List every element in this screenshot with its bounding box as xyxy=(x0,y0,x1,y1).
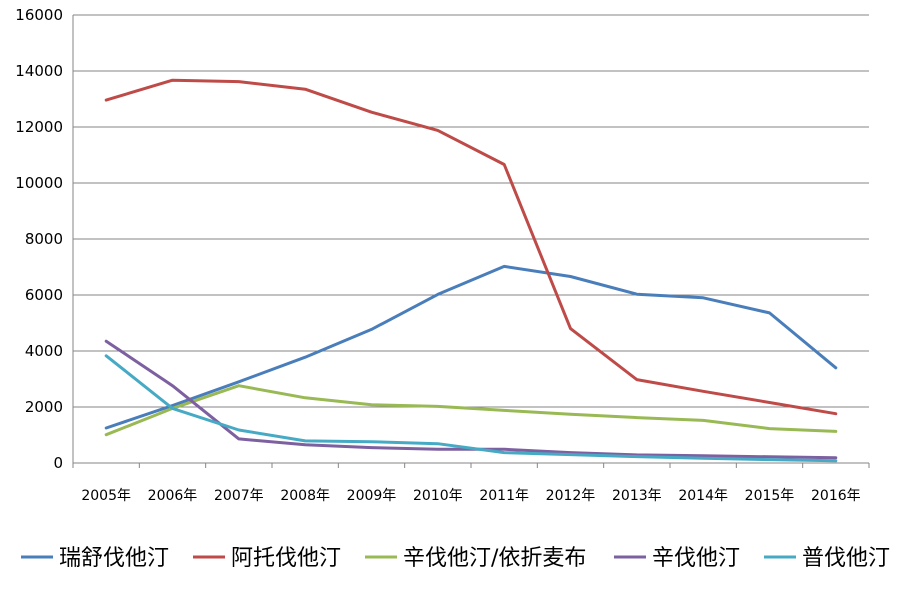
series-line-2 xyxy=(106,80,836,414)
gridlines xyxy=(73,15,869,407)
y-tick-label: 0 xyxy=(53,454,63,472)
y-tick-label: 4000 xyxy=(25,342,63,360)
legend-item: 普伐他汀 xyxy=(764,546,890,571)
legend-label: 普伐他汀 xyxy=(802,546,890,571)
x-tick-label: 2010年 xyxy=(413,488,463,504)
legend-label: 辛伐他汀 xyxy=(652,546,740,571)
legend-item: 瑞舒伐他汀 xyxy=(21,546,169,571)
axes: 0 2000 4000 6000 8000 10000 12000 14000 16000 200… xyxy=(15,6,869,504)
y-tick-label: 12000 xyxy=(15,118,63,136)
legend-label: 阿托伐他汀 xyxy=(231,546,341,571)
x-tick-label: 2011年 xyxy=(479,488,529,504)
y-tick-label: 2000 xyxy=(25,398,63,416)
legend-item: 阿托伐他汀 xyxy=(193,546,341,571)
x-tick-label: 2005年 xyxy=(81,488,131,504)
y-tick-label: 16000 xyxy=(15,6,63,24)
legend-item: 辛伐他汀 xyxy=(614,546,740,571)
x-tick-label: 2015年 xyxy=(745,488,795,504)
series-line-1 xyxy=(106,266,836,428)
series-line-4 xyxy=(106,341,836,458)
legend-label: 瑞舒伐他汀 xyxy=(59,546,169,571)
y-tick-label: 8000 xyxy=(25,230,63,248)
x-tick-label: 2009年 xyxy=(347,488,397,504)
x-tick-label: 2008年 xyxy=(280,488,330,504)
x-tick-label: 2013年 xyxy=(612,488,662,504)
x-tick-label: 2006年 xyxy=(148,488,198,504)
legend: 瑞舒伐他汀 阿托伐他汀 辛伐他汀/依折麦布 辛伐他汀 普伐他汀 xyxy=(21,546,890,571)
x-tick-label: 2016年 xyxy=(811,488,861,504)
x-tick-label: 2007年 xyxy=(214,488,264,504)
legend-item: 辛伐他汀/依折麦布 xyxy=(365,546,586,571)
y-tick-label: 14000 xyxy=(15,62,63,80)
series-line-3 xyxy=(106,386,836,435)
x-tick-label: 2014年 xyxy=(678,488,728,504)
legend-label: 辛伐他汀/依折麦布 xyxy=(403,546,586,571)
series-lines xyxy=(106,80,836,461)
y-tick-label: 6000 xyxy=(25,286,63,304)
x-tick-label: 2012年 xyxy=(546,488,596,504)
y-tick-label: 10000 xyxy=(15,174,63,192)
